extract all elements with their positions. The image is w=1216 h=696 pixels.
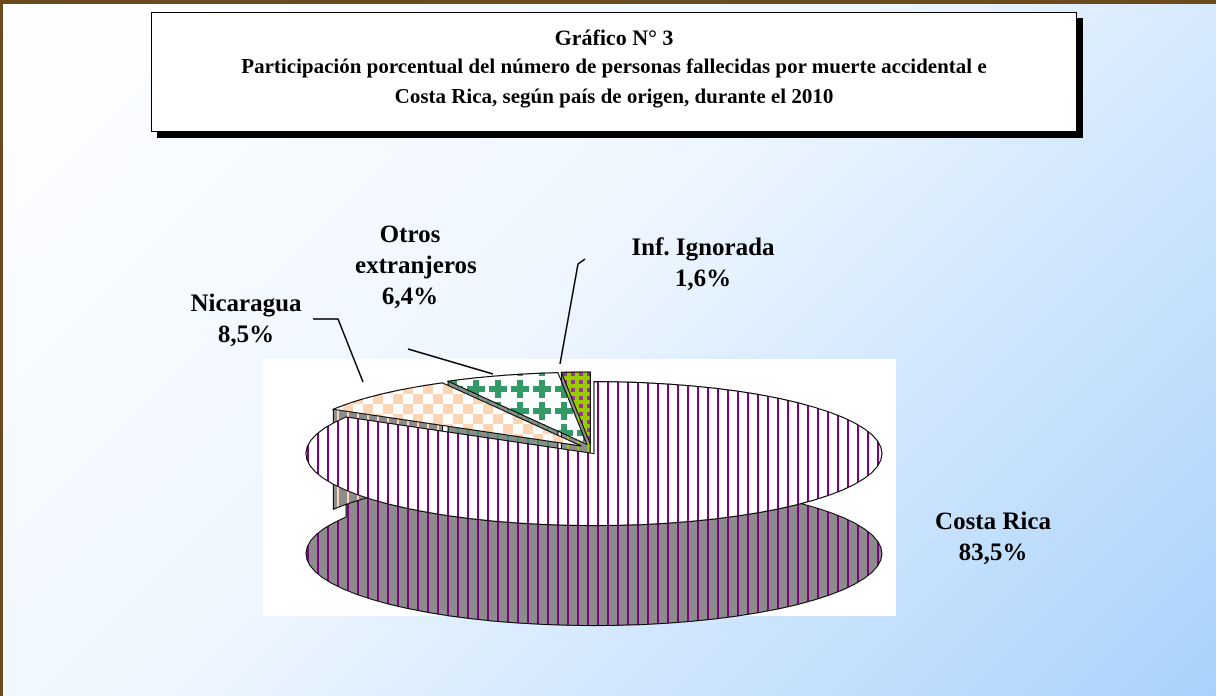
slice-name: Nicaragua — [190, 290, 302, 317]
pie-slice — [446, 372, 588, 446]
pie-slice — [305, 381, 883, 527]
slice-label: Otros extranjeros 6,4% — [335, 219, 485, 312]
chart-subtitle: Participación porcentual del número de p… — [241, 54, 987, 78]
slice-name: Otros extranjeros — [355, 221, 477, 279]
pie-slice — [331, 382, 582, 447]
slice-name: Inf. Ignorada — [631, 234, 775, 261]
slice-value: 8,5% — [217, 321, 275, 348]
slice-label: Nicaragua 8,5% — [171, 288, 321, 350]
chart-title: Gráfico N° 3 — [554, 25, 674, 50]
slice-value: 1,6% — [674, 265, 732, 292]
leader-lines — [313, 258, 586, 383]
slice-value: 83,5% — [958, 539, 1028, 566]
slice-label: Costa Rica 83,5% — [918, 506, 1068, 568]
chart — [263, 258, 896, 627]
chart-subtitle: Costa Rica, según país de origen, durant… — [394, 84, 834, 108]
slice-label: Inf. Ignorada 1,6% — [613, 232, 793, 294]
slice-name: Costa Rica — [935, 508, 1051, 535]
slice-value: 6,4% — [381, 283, 439, 310]
title-box: Gráfico N° 3 Participación porcentual de… — [151, 12, 1077, 132]
pie-slice — [560, 371, 591, 445]
